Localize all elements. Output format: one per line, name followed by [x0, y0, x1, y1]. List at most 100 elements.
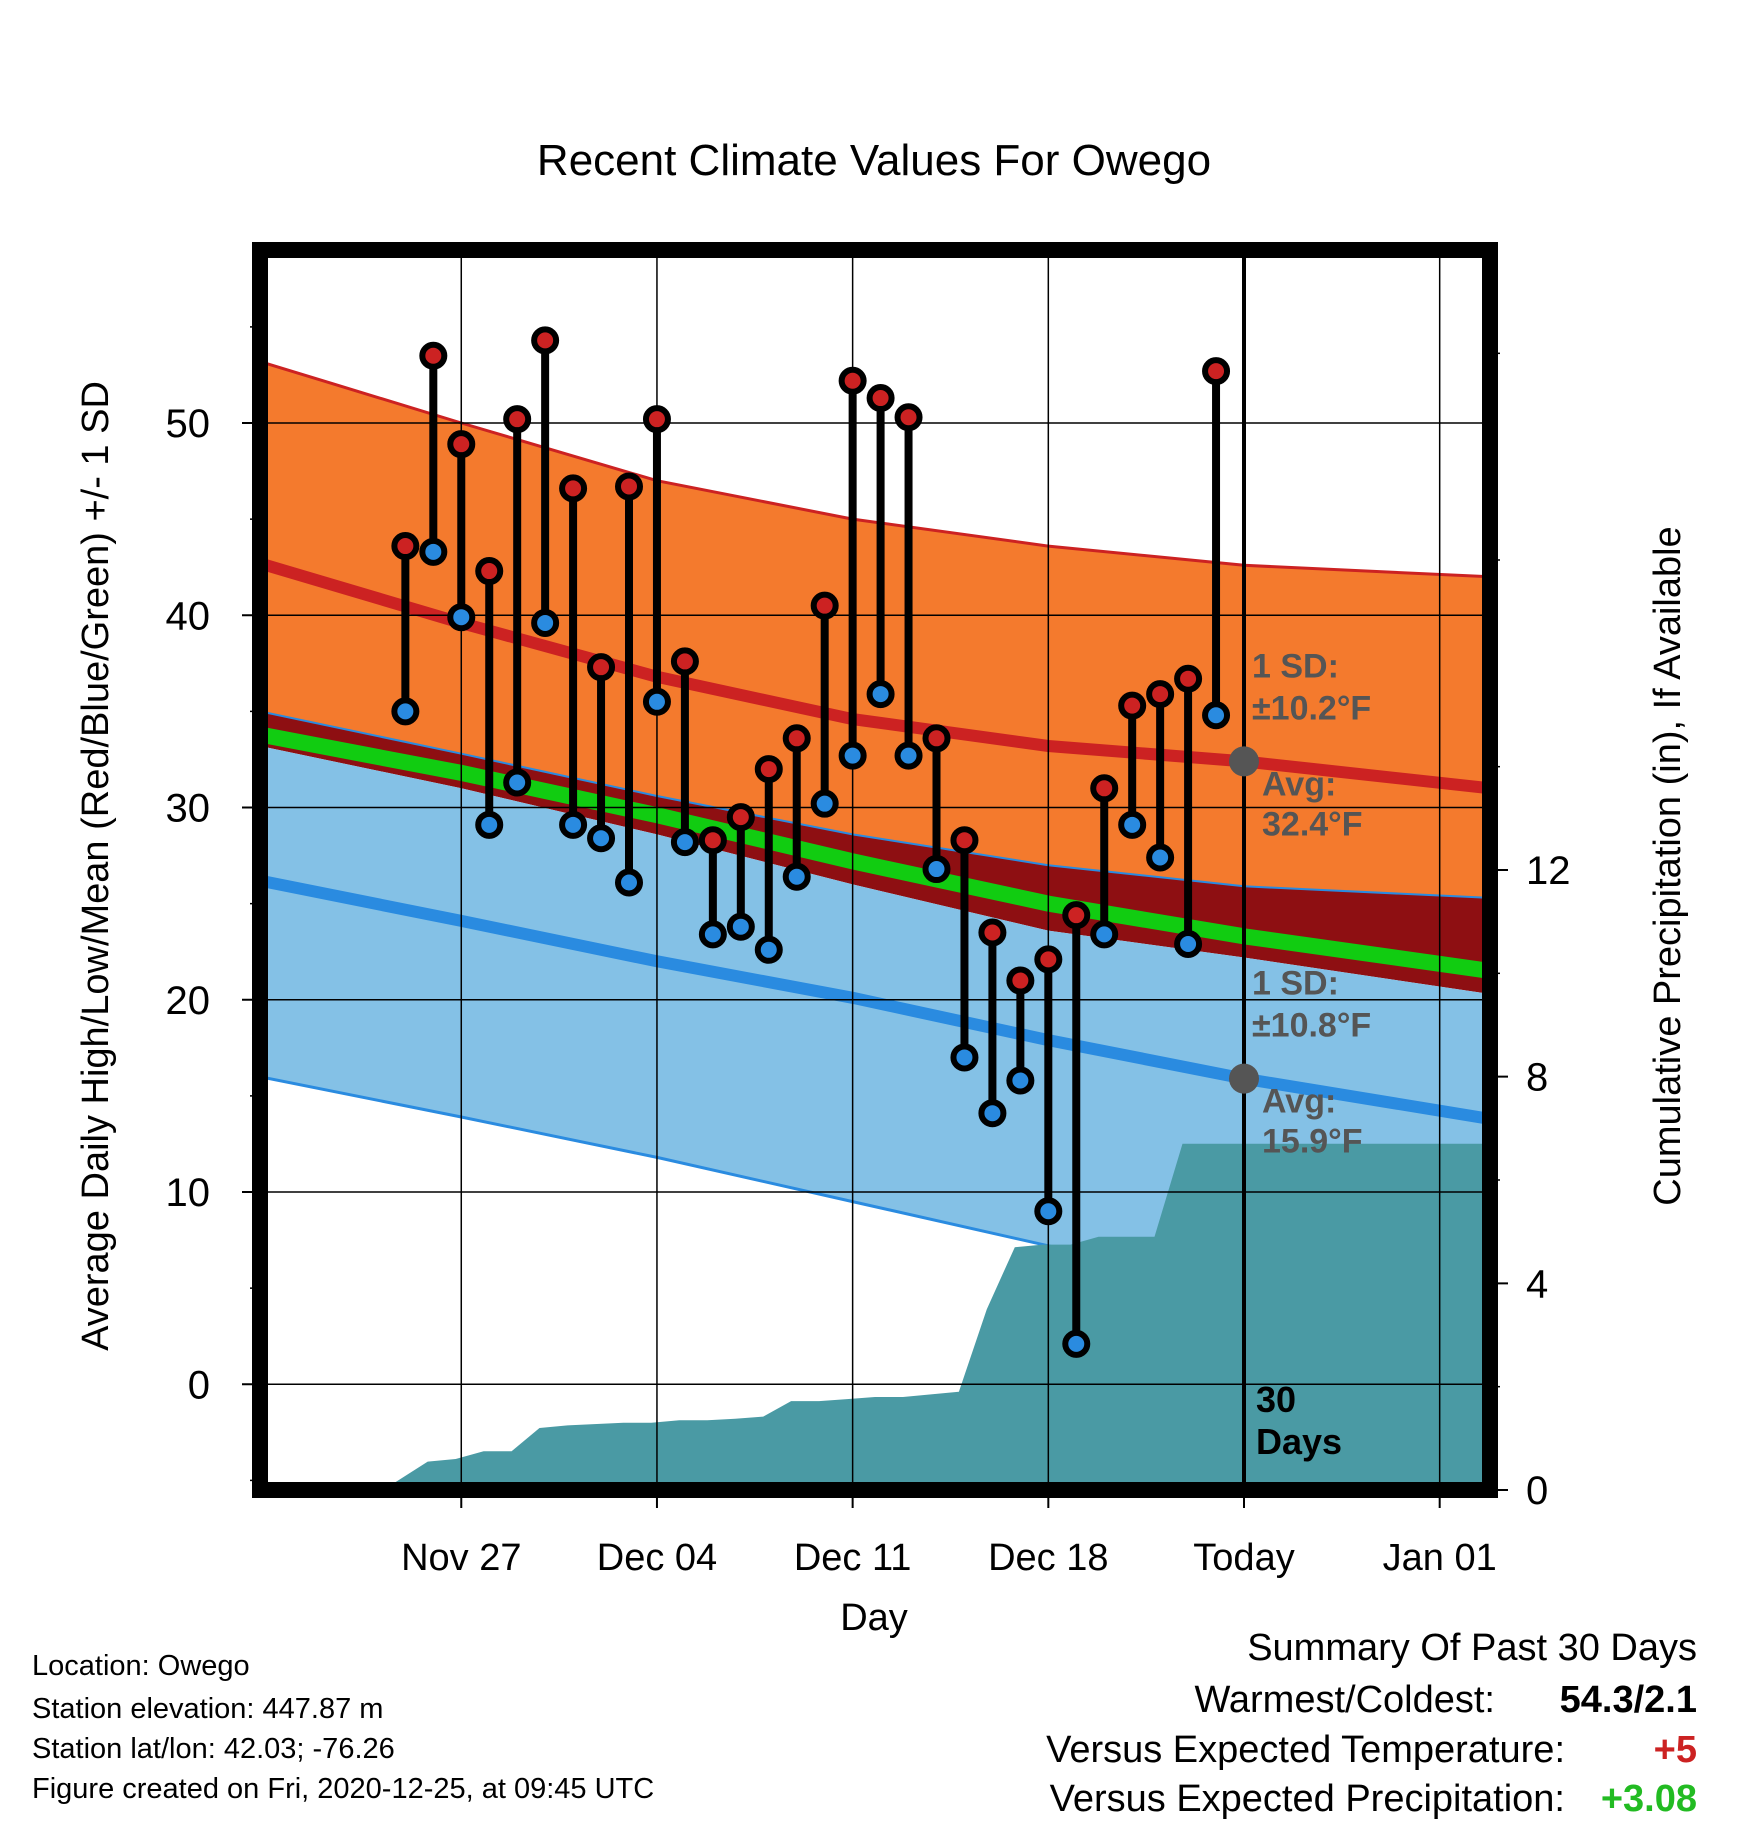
daily-high-point — [642, 405, 671, 434]
daily-high-point — [587, 653, 616, 682]
daily-low-point — [1118, 810, 1147, 839]
high-average-today-marker — [1229, 746, 1259, 777]
high-sd-value: ±10.2°F — [1252, 689, 1371, 727]
summary-temp-label: Versus Expected Temperature: — [1046, 1729, 1565, 1771]
daily-high-point — [754, 755, 783, 784]
station-info: Location: Owego Station elevation: 447.8… — [32, 1650, 654, 1805]
daily-low-point — [978, 1099, 1007, 1128]
days-count-number: 30 — [1256, 1379, 1296, 1420]
cumulative-precipitation-area — [260, 1143, 1490, 1490]
daily-low-point — [698, 920, 727, 949]
daily-low-point — [587, 824, 616, 853]
daily-high-point — [810, 591, 839, 620]
y-tick-label: 0 — [188, 1363, 210, 1407]
daily-low-point — [642, 687, 671, 716]
low-avg-label: Avg: — [1262, 1083, 1336, 1121]
daily-low-point — [670, 828, 699, 857]
y2-tick-label: 8 — [1526, 1056, 1548, 1100]
daily-high-point — [866, 384, 895, 413]
x-tick-label: Dec 11 — [794, 1537, 912, 1579]
axes: 0 10 20 30 40 50 0 4 8 12 Nov 27 Dec 04 Dec 11 Dec 18… — [166, 326, 1571, 1579]
daily-high-point — [391, 532, 420, 561]
daily-high-point — [978, 918, 1007, 947]
daily-low-point — [1146, 843, 1175, 872]
daily-high-point — [1062, 901, 1091, 930]
high-sd-label: 1 SD: — [1252, 647, 1339, 685]
y2-tick-label: 0 — [1526, 1469, 1548, 1513]
y2-axis-label: Cumulative Precipitation (in), If Availa… — [1647, 526, 1689, 1205]
low-avg-value: 15.9°F — [1262, 1123, 1363, 1161]
daily-low-point — [447, 603, 476, 632]
daily-high-point — [1034, 945, 1063, 974]
daily-low-point — [894, 741, 923, 770]
daily-high-point — [698, 826, 727, 855]
summary-temp-value: +5 — [1654, 1729, 1697, 1771]
daily-high-point — [475, 557, 504, 586]
daily-high-point — [447, 430, 476, 459]
daily-high-point — [503, 405, 532, 434]
daily-high-point — [531, 326, 560, 355]
y-tick-label: 20 — [166, 979, 211, 1023]
x-tick-label: Dec 04 — [597, 1537, 717, 1579]
daily-low-point — [726, 912, 755, 941]
low-average-today-marker — [1229, 1063, 1259, 1094]
summary-heading: Summary Of Past 30 Days — [1247, 1627, 1697, 1669]
daily-low-point — [1062, 1329, 1091, 1358]
summary-warm-cold-value: 54.3/2.1 — [1560, 1679, 1697, 1721]
high-avg-label: Avg: — [1262, 765, 1336, 803]
daily-low-point — [754, 935, 783, 964]
daily-high-point — [894, 403, 923, 432]
daily-low-point — [1006, 1066, 1035, 1095]
y-tick-label: 40 — [166, 594, 211, 638]
y2-tick-label: 12 — [1526, 849, 1571, 893]
daily-low-point — [866, 680, 895, 709]
daily-low-point — [419, 537, 448, 566]
summary-precip-label: Versus Expected Precipitation: — [1050, 1778, 1565, 1820]
daily-high-point — [419, 341, 448, 370]
daily-low-point — [531, 608, 560, 637]
daily-high-point — [1146, 680, 1175, 709]
daily-high-point — [615, 472, 643, 501]
daily-temperature-marks — [391, 326, 1231, 1358]
daily-high-point — [1090, 774, 1119, 803]
x-tick-label: Nov 27 — [401, 1537, 521, 1579]
daily-low-point — [615, 868, 643, 897]
daily-high-point — [1006, 966, 1035, 995]
y-tick-label: 50 — [166, 402, 211, 446]
daily-low-point — [391, 697, 420, 726]
x-tick-label: Jan 01 — [1383, 1537, 1497, 1579]
low-sd-value: ±10.8°F — [1252, 1007, 1371, 1045]
info-location: Location: Owego — [32, 1650, 250, 1682]
daily-low-point — [782, 862, 811, 891]
daily-low-point — [922, 855, 951, 884]
x-tick-label: Today — [1193, 1537, 1294, 1579]
daily-low-point — [475, 810, 504, 839]
y-tick-label: 10 — [166, 1171, 211, 1215]
y2-tick-label: 4 — [1526, 1262, 1548, 1306]
low-sd-label: 1 SD: — [1252, 965, 1339, 1003]
daily-high-point — [782, 724, 811, 753]
info-elevation: Station elevation: 447.87 m — [32, 1693, 383, 1725]
chart-title: Recent Climate Values For Owego — [537, 136, 1211, 185]
daily-low-point — [810, 789, 839, 818]
daily-high-point — [670, 647, 699, 676]
daily-high-point — [922, 724, 951, 753]
summary-panel: Summary Of Past 30 Days Warmest/Coldest:… — [1046, 1627, 1697, 1820]
days-count-word: Days — [1256, 1421, 1342, 1462]
daily-low-point — [1174, 930, 1203, 959]
y-tick-label: 30 — [166, 787, 211, 831]
plot-area — [260, 360, 1490, 1490]
daily-low-point — [503, 768, 532, 797]
high-avg-value: 32.4°F — [1262, 805, 1363, 843]
daily-high-point — [950, 826, 979, 855]
x-tick-label: Dec 18 — [988, 1537, 1108, 1579]
daily-high-point — [1202, 357, 1231, 386]
summary-precip-value: +3.08 — [1601, 1778, 1697, 1820]
info-latlon: Station lat/lon: 42.03; -76.26 — [32, 1733, 395, 1765]
daily-low-point — [838, 741, 867, 770]
daily-high-point — [838, 366, 867, 395]
daily-high-point — [1174, 664, 1203, 693]
daily-low-point — [1090, 920, 1119, 949]
daily-low-point — [559, 810, 588, 839]
